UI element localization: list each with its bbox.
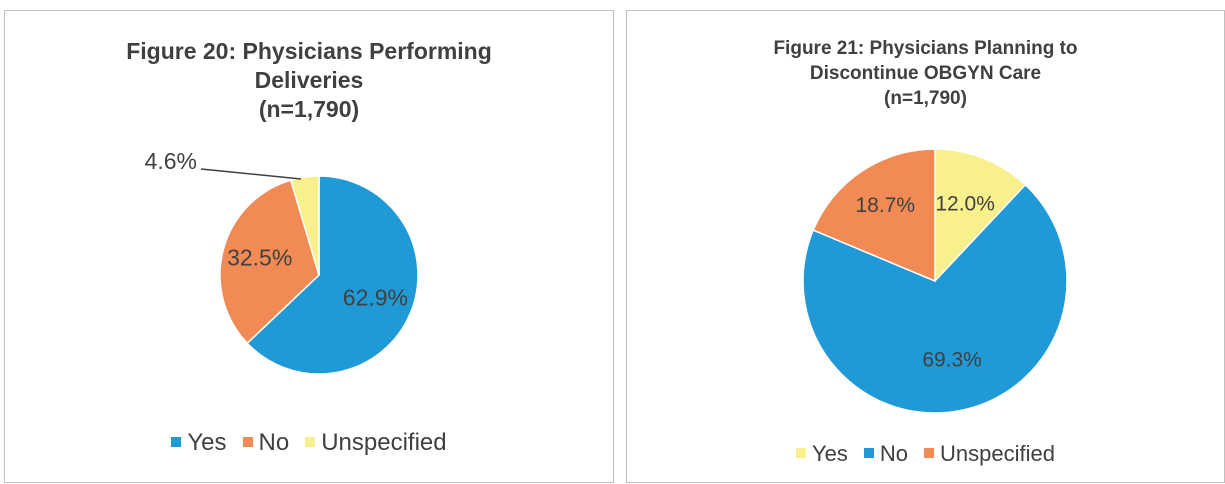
pie-slice-no [219,179,320,345]
legend-item-no: No [242,429,290,457]
legend-swatch [171,436,182,447]
chart-title-line: (n=1,790) [258,96,360,122]
data-label: 12.0% [935,192,995,215]
chart-title: Figure 20: Physicians Performing Deliver… [5,37,613,124]
chart-title-line: Discontinue OBGYN Care [809,63,1042,84]
legend-label: Unspecified [940,441,1055,466]
legend-item-yes: Yes [171,429,227,457]
chart-title-line: (n=1,790) [884,88,967,109]
chart-legend: Yes No Unspecified [5,429,613,457]
legend-swatch [796,448,807,459]
legend-item-yes: Yes [796,441,848,467]
legend-label: Yes [812,441,848,466]
legend-swatch [863,448,874,459]
data-label: 18.7% [855,194,915,217]
data-label: 62.9% [343,284,408,310]
pie-slice-no [802,183,1068,414]
pie-slice-yes [246,175,419,375]
legend-swatch [242,436,253,447]
legend-item-unspecified: Unspecified [305,429,447,457]
legend-swatch [305,436,316,447]
chart-title-line: Figure 20: Physicians Performing [126,38,492,64]
pie-slice-yes [934,148,1027,283]
chart-title-line: Figure 21: Physicians Planning to [773,38,1078,59]
legend-label: Yes [187,429,227,456]
chart-title: Figure 21: Physicians Planning to Discon… [627,36,1224,111]
pie-chart: 62.9% 32.5% 4.6% [145,148,419,375]
legend-label: No [258,429,290,456]
chart-panel-figure-21: Figure 21: Physicians Planning to Discon… [626,10,1225,483]
legend-label: Unspecified [321,429,447,456]
pie-chart: 12.0% 69.3% 18.7% [802,148,1068,414]
chart-panel-figure-20: Figure 20: Physicians Performing Deliver… [4,10,614,483]
pie-slice-unspecified [812,148,936,283]
data-label: 4.6% [145,148,197,174]
legend-item-no: No [863,441,909,467]
chart-title-line: Deliveries [254,67,364,93]
legend-label: No [879,441,909,466]
chart-legend: Yes No Unspecified [627,441,1224,467]
legend-item-unspecified: Unspecified [924,441,1055,467]
data-label: 32.5% [227,244,292,270]
legend-swatch [924,448,935,459]
leader-line [200,168,302,180]
pie-slice-unspecified [289,175,320,276]
data-label: 69.3% [922,349,982,372]
